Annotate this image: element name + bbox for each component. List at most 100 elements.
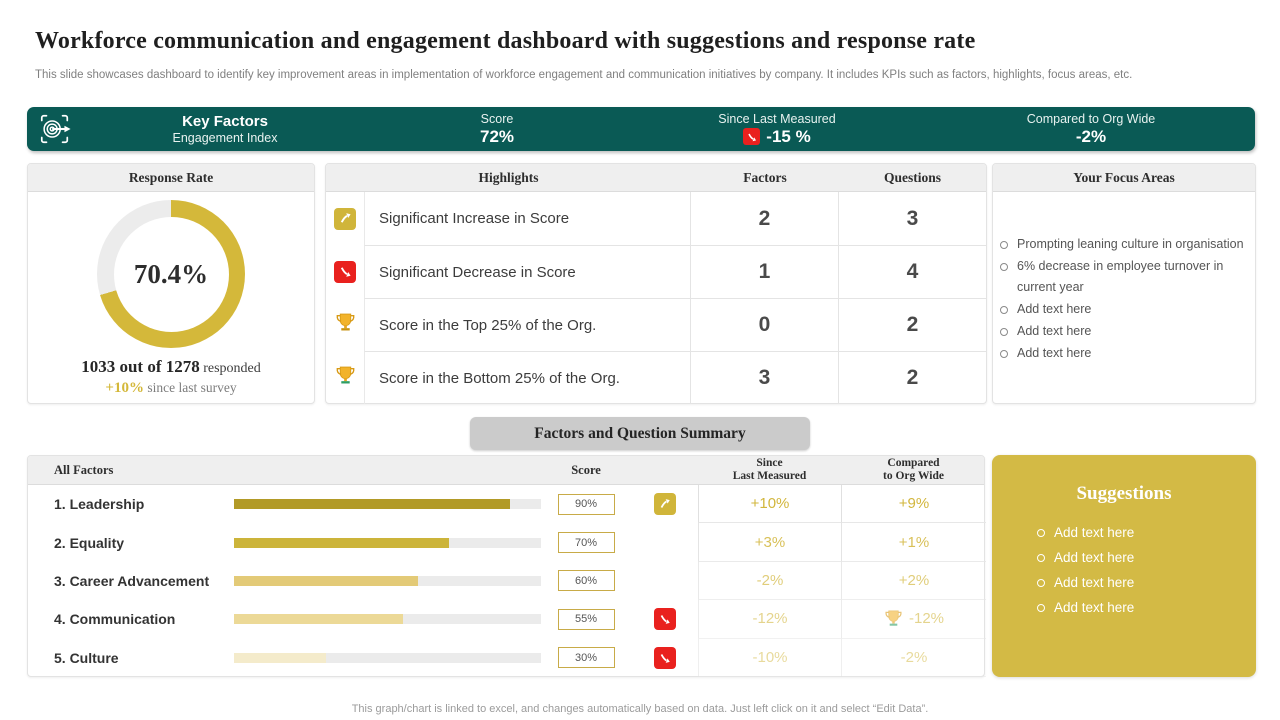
factor-bar-fill	[234, 575, 419, 586]
kpi-score-value: 72%	[479, 126, 515, 146]
kpi-score: Score 72%	[367, 107, 627, 151]
col-score: Score	[571, 462, 601, 477]
kpi-score-label: Score	[480, 111, 514, 126]
compared-value: -2%	[841, 638, 986, 677]
table-row: 5. Culture 30% -10% -2%	[28, 638, 986, 677]
list-item[interactable]: Add text here	[1030, 521, 1256, 545]
highlight-label: Significant Increase in Score	[364, 192, 691, 245]
factor-score-box: 90%	[557, 493, 615, 515]
list-item: Prompting leaning culture in organisatio…	[993, 234, 1247, 255]
highlight-factors: 1	[691, 245, 839, 298]
factor-bar-track	[234, 537, 541, 548]
kpi-compared-label: Compared to Org Wide	[1026, 111, 1156, 126]
factor-name: 4. Communication	[54, 611, 176, 628]
page-subtitle: This slide showcases dashboard to identi…	[35, 69, 1133, 81]
factor-bar-fill	[234, 614, 403, 625]
table-row: Score in the Bottom 25% of the Org. 3 2	[326, 351, 986, 404]
factor-bar-track	[234, 614, 541, 625]
all-factors-table: All Factors Score Since Last Measured Co…	[27, 455, 986, 677]
delta-value: +10%	[105, 380, 144, 396]
trophy-icon	[335, 312, 356, 338]
response-donut: 70.4%	[97, 200, 245, 348]
highlight-questions: 2	[839, 351, 986, 404]
list-item[interactable]: Add text here	[1030, 596, 1256, 620]
all-factors-header: All Factors Score Since Last Measured Co…	[28, 456, 984, 485]
factor-bar-fill	[234, 537, 449, 548]
highlight-questions: 2	[839, 298, 986, 351]
factors-question-summary-button[interactable]: Factors and Question Summary	[470, 417, 810, 450]
delta-line: +10% since last survey	[28, 380, 314, 397]
responded-line: 1033 out of 1278 responded	[28, 357, 314, 377]
kpi-compared-value: -2%	[1075, 126, 1107, 146]
highlight-factors: 2	[691, 192, 839, 245]
factor-name: 2. Equality	[54, 534, 125, 551]
factor-score-box: 60%	[557, 570, 615, 592]
highlights-col-factors: Factors	[743, 169, 787, 185]
highlight-questions: 3	[906, 206, 919, 230]
response-rate-percent: 70.4%	[133, 258, 209, 289]
highlight-factors: 3	[691, 351, 839, 404]
suggestions-panel: Suggestions Add text here Add text here …	[992, 455, 1256, 677]
responded-count: 1033 out of 1278	[81, 357, 200, 376]
table-row: Score in the Top 25% of the Org. 0 2	[326, 298, 986, 351]
compared-value: +9%	[841, 485, 986, 524]
decrease-arrow-icon	[653, 608, 676, 631]
list-item[interactable]: Add text here	[993, 299, 1247, 320]
since-value: +3%	[698, 523, 841, 562]
focus-areas-card: Your Focus Areas Prompting leaning cultu…	[992, 163, 1256, 404]
list-item[interactable]: Add text here	[1030, 571, 1256, 595]
factor-score-box: 55%	[557, 608, 615, 630]
col-since-last-measured: Since Last Measured	[732, 457, 807, 482]
highlight-questions: 4	[839, 245, 986, 298]
compared-value: -12%	[908, 610, 945, 628]
list-item[interactable]: Add text here	[993, 343, 1247, 364]
factor-bar-fill	[234, 499, 511, 510]
kpi-since-value-row: -15 %	[743, 126, 811, 147]
factor-name: 3. Career Advancement	[54, 572, 210, 589]
focus-areas-title: Your Focus Areas	[993, 164, 1255, 192]
highlights-col-questions: Questions	[883, 169, 941, 185]
kpi-since-value: -15 %	[766, 126, 811, 146]
highlight-factors: 0	[691, 298, 839, 351]
col-all-factors: All Factors	[54, 462, 114, 477]
trophy-icon	[884, 609, 903, 628]
footer-note: This graph/chart is linked to excel, and…	[351, 703, 929, 715]
compared-cell: -12%	[841, 600, 986, 639]
factor-score-box: 70%	[557, 532, 615, 554]
focus-areas-list: Prompting leaning culture in organisatio…	[993, 234, 1255, 364]
factor-bar-track	[234, 499, 541, 510]
table-row: 1. Leadership 90% +10% +9%	[28, 485, 986, 524]
highlights-col-title: Highlights	[478, 169, 539, 185]
kpi-since-label: Since Last Measured	[718, 111, 836, 126]
factor-score-box: 30%	[557, 647, 615, 669]
col-compared-to-org-wide: Compared to Org Wide	[883, 457, 944, 482]
highlight-label: Significant Decrease in Score	[364, 245, 691, 298]
highlight-label: Score in the Top 25% of the Org.	[364, 298, 691, 351]
response-rate-title: Response Rate	[28, 164, 314, 192]
responded-suffix: responded	[199, 361, 261, 376]
compared-value: +1%	[841, 523, 986, 562]
trophy-icon	[335, 365, 356, 391]
since-value: -10%	[698, 638, 841, 677]
list-item: 6% decrease in employee turnover in curr…	[993, 256, 1247, 298]
kpi-compared: Compared to Org Wide -2%	[927, 107, 1255, 151]
page-title: Workforce communication and engagement d…	[35, 28, 976, 54]
increase-arrow-icon	[653, 493, 676, 516]
kpi-key-factors: Key Factors Engagement Index	[83, 107, 367, 151]
factor-name: 5. Culture	[54, 649, 119, 666]
since-value: -12%	[698, 600, 841, 639]
table-row: Significant Increase in Score 2 3	[326, 192, 986, 245]
table-row: 4. Communication 55% -12% -12%	[28, 600, 986, 639]
table-row: 3. Career Advancement 60% -2% +2%	[28, 561, 986, 601]
suggestions-list: Add text here Add text here Add text her…	[1030, 521, 1256, 620]
kpi-since: Since Last Measured -15 %	[627, 107, 927, 151]
kpi-key-factors-subtitle: Engagement Index	[172, 130, 278, 145]
factor-bar-track	[234, 652, 541, 663]
table-row: Significant Decrease in Score 1 4	[326, 245, 986, 298]
highlights-table: Highlights Factors Questions Significant…	[325, 163, 987, 404]
list-item[interactable]: Add text here	[993, 321, 1247, 342]
table-row: 2. Equality 70% +3% +1%	[28, 523, 986, 562]
list-item[interactable]: Add text here	[1030, 546, 1256, 570]
highlight-label: Score in the Bottom 25% of the Org.	[364, 351, 691, 404]
